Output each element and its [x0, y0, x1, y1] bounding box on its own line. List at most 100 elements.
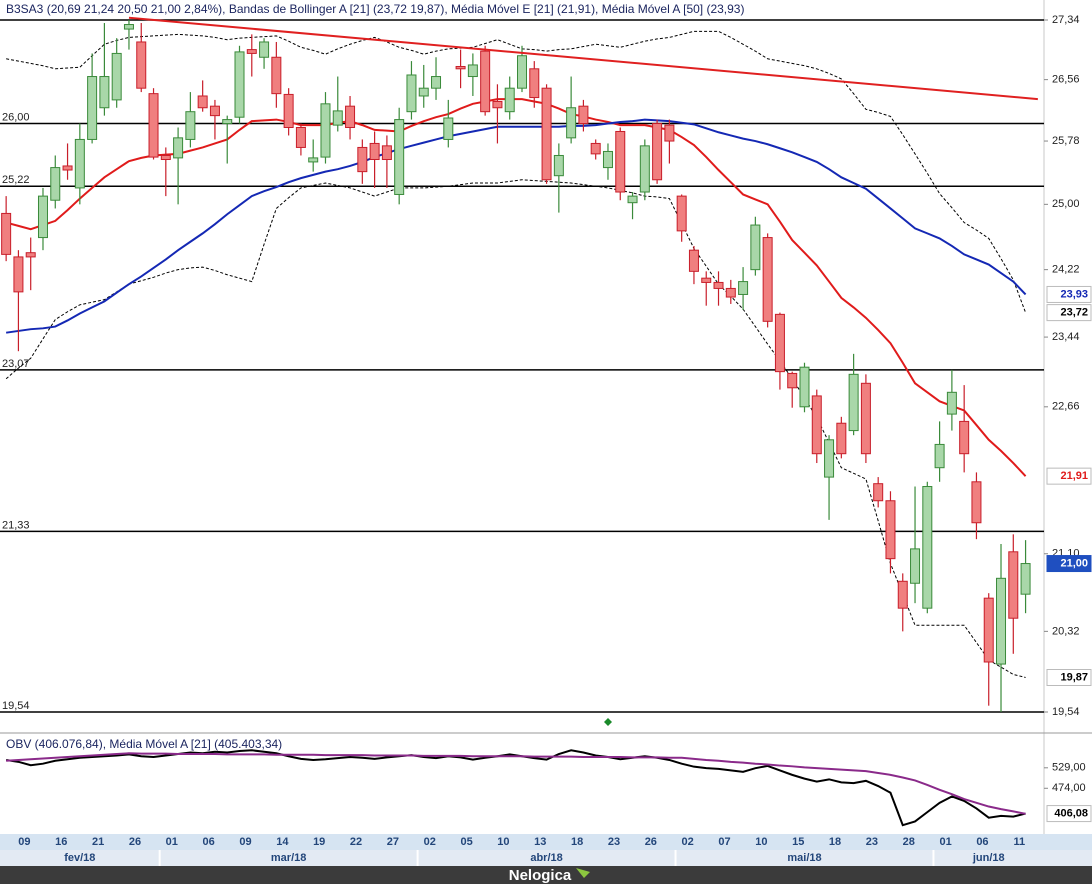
y-tick-label: 25,78: [1052, 135, 1080, 147]
value-tag-box: [1046, 285, 1092, 303]
candle-body: [529, 68, 540, 99]
candle-body: [406, 74, 417, 113]
candle-body: [676, 195, 687, 232]
y-tick-label: 20,32: [1052, 625, 1080, 637]
series-line: [6, 752, 1026, 815]
x-tick-label: 10: [497, 836, 509, 848]
value-tag-box: [1046, 668, 1092, 686]
candle-body: [971, 481, 982, 524]
x-tick-label: 06: [203, 836, 215, 848]
candle-body: [517, 55, 527, 89]
value-tag: 21,00: [1060, 557, 1088, 569]
value-tag: 19,87: [1060, 671, 1088, 683]
candle-body: [750, 224, 761, 271]
x-tick-label: 21: [92, 836, 104, 848]
candle-body: [197, 95, 208, 109]
month-label: jun/18: [972, 852, 1005, 864]
candle-body: [136, 41, 147, 89]
candle-body: [246, 49, 257, 54]
candle-body: [627, 195, 638, 204]
date-row: [0, 834, 1092, 850]
candle-body: [787, 372, 798, 389]
candle-body: [1020, 563, 1031, 595]
x-tick-label: 18: [571, 836, 583, 848]
candle-body: [664, 124, 675, 142]
candle-body: [688, 249, 699, 272]
candle-body: [566, 107, 577, 139]
brand-name: Nelogica: [509, 867, 572, 884]
candle-body: [369, 142, 380, 161]
value-tag-box: [1046, 805, 1092, 823]
candle-body: [185, 111, 196, 140]
month-label: abr/18: [530, 852, 562, 864]
x-tick-label: 10: [755, 836, 767, 848]
chart-title: B3SA3 (20,69 21,24 20,50 21,00 2,84%), B…: [6, 2, 744, 16]
candle-body: [885, 500, 896, 560]
candle-body: [602, 150, 613, 169]
candle-body: [860, 382, 871, 455]
value-tag: 406,08: [1054, 807, 1088, 819]
candle-body: [713, 281, 724, 289]
candle-body: [836, 422, 847, 455]
x-tick-label: 26: [129, 836, 141, 848]
candle-body: [50, 167, 61, 201]
month-label: mai/18: [787, 852, 821, 864]
candle-body: [615, 130, 626, 193]
y-tick-label: 27,34: [1052, 14, 1080, 26]
candle-body: [738, 281, 749, 295]
candle-body: [590, 142, 601, 155]
candle-body: [762, 237, 773, 322]
x-tick-label: 28: [903, 836, 915, 848]
candle-body: [639, 145, 650, 193]
candle-body: [394, 119, 405, 195]
x-tick-label: 09: [239, 836, 251, 848]
candle-body: [652, 123, 663, 181]
candle-body: [234, 51, 245, 118]
value-tag-box: [1046, 555, 1092, 573]
candle-body: [541, 87, 552, 181]
candle-body: [492, 100, 503, 109]
y-tick-label: 23,44: [1052, 331, 1080, 343]
candle-body: [283, 93, 294, 129]
candle-body: [13, 256, 24, 293]
candle-body: [467, 64, 478, 78]
value-tag-box: [1046, 304, 1092, 322]
candle-body: [725, 287, 736, 298]
candle-body: [934, 443, 945, 469]
level-label: 26,00: [2, 111, 30, 123]
x-tick-label: 18: [829, 836, 841, 848]
candle-body: [37, 195, 48, 239]
candle-body: [357, 146, 368, 173]
x-tick-label: 14: [276, 836, 289, 848]
x-tick-label: 23: [608, 836, 620, 848]
candle-body: [922, 486, 933, 609]
candle-body: [87, 76, 98, 140]
y-tick-label: 25,00: [1052, 198, 1080, 210]
value-tag: 21,91: [1060, 470, 1088, 482]
candle-body: [897, 580, 908, 609]
candle-body: [418, 87, 429, 97]
candle-body: [455, 65, 466, 70]
x-tick-label: 23: [866, 836, 878, 848]
brand-logo: [576, 868, 590, 878]
month-row: [0, 850, 1092, 866]
candle-body: [848, 373, 859, 432]
candle-body: [209, 105, 220, 117]
month-label: mar/18: [271, 852, 306, 864]
candle-body: [74, 138, 85, 189]
y-tick-label: 474,00: [1052, 782, 1086, 794]
candle-body: [1, 212, 12, 255]
y-tick-label: 19,54: [1052, 706, 1080, 718]
x-tick-label: 07: [718, 836, 730, 848]
x-tick-label: 13: [534, 836, 546, 848]
candle-body: [381, 145, 392, 161]
x-tick-label: 02: [682, 836, 694, 848]
footer: [0, 866, 1092, 884]
x-tick-label: 27: [387, 836, 399, 848]
series-line: [5, 118, 1027, 334]
candle-body: [504, 87, 515, 113]
candle-body: [111, 52, 122, 101]
value-tag-box: [1046, 467, 1092, 485]
value-tag: 23,72: [1060, 307, 1088, 319]
